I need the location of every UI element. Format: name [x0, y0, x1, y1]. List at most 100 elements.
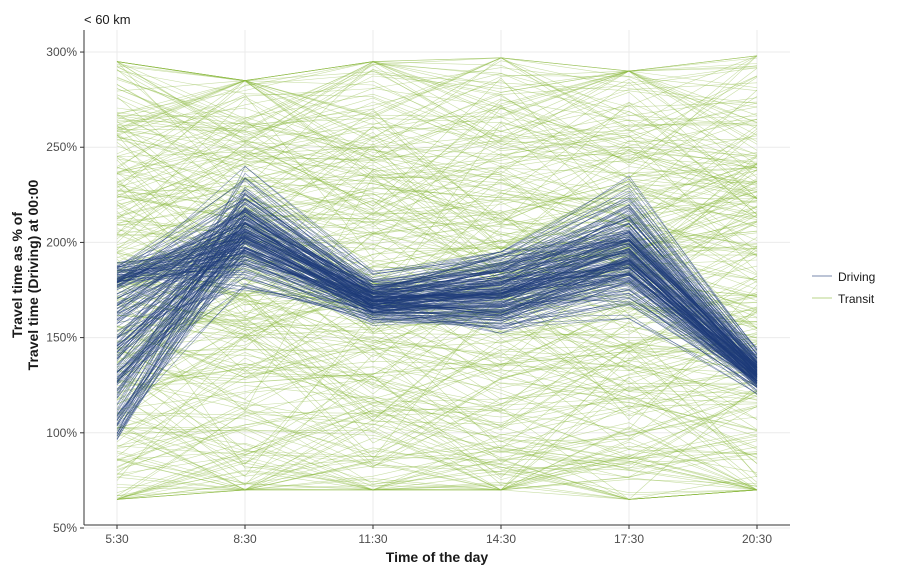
transit-line [116, 440, 758, 491]
driving-line [116, 229, 758, 375]
transit-line [116, 255, 758, 336]
y-tick-label: 300% [46, 45, 77, 59]
transit-line [116, 475, 758, 500]
transit-line [116, 287, 758, 362]
transit-line [116, 363, 758, 452]
transit-line [116, 397, 758, 460]
transit-line [116, 57, 758, 126]
transit-line [116, 61, 758, 145]
driving-line [116, 236, 758, 368]
transit-line [116, 275, 758, 416]
transit-line [116, 80, 758, 176]
transit-line [116, 61, 758, 143]
transit-line [116, 354, 758, 486]
transit-line [116, 411, 758, 500]
transit-line [116, 112, 758, 168]
transit-line [116, 80, 758, 181]
transit-line [116, 65, 758, 138]
legend: Driving Transit [812, 270, 875, 306]
transit-line [116, 55, 758, 129]
transit-line [116, 96, 758, 162]
transit-line [116, 130, 758, 237]
transit-line [116, 61, 758, 130]
y-axis-title-line2: Travel time (Driving) at 00:00 [25, 179, 41, 370]
transit-line [116, 442, 758, 491]
transit-line [116, 429, 758, 500]
transit-line [116, 331, 758, 390]
y-tick-label: 250% [46, 140, 77, 154]
transit-line [116, 57, 758, 143]
transit-line [116, 61, 758, 166]
transit-line [116, 57, 758, 207]
transit-line [116, 61, 758, 133]
transit-line [116, 289, 758, 373]
transit-line [116, 342, 758, 442]
transit-line [116, 306, 758, 394]
transit-line [116, 300, 758, 378]
x-tick-label: 11:30 [358, 532, 387, 546]
transit-line [116, 410, 758, 500]
driving-series [116, 165, 758, 441]
driving-line [116, 202, 758, 368]
transit-line [116, 66, 758, 163]
transit-line [116, 267, 758, 385]
transit-line [116, 311, 758, 464]
transit-line [116, 404, 758, 491]
x-tick-label: 8:30 [233, 532, 257, 546]
transit-line [116, 113, 758, 211]
transit-line [116, 55, 758, 114]
transit-line [116, 67, 758, 166]
transit-line [116, 151, 758, 216]
transit-line [116, 178, 758, 226]
transit-line [116, 368, 758, 468]
transit-line [116, 373, 758, 475]
transit-line [116, 61, 758, 200]
transit-line [116, 363, 758, 437]
transit-line [116, 309, 758, 421]
transit-line [116, 450, 758, 500]
transit-line [116, 141, 758, 245]
transit-line [116, 68, 758, 178]
transit-line [116, 182, 758, 283]
transit-line [116, 186, 758, 327]
transit-line [116, 352, 758, 491]
driving-line [116, 269, 758, 381]
driving-line [116, 236, 758, 368]
transit-line [116, 94, 758, 260]
transit-line [116, 346, 758, 438]
transit-line [116, 484, 758, 500]
transit-line [116, 377, 758, 491]
driving-line [116, 216, 758, 437]
transit-line [116, 73, 758, 133]
x-tick-label: 5:30 [105, 532, 129, 546]
transit-line [116, 134, 758, 287]
driving-line [116, 258, 758, 374]
transit-line [116, 423, 758, 496]
driving-line [116, 178, 758, 351]
transit-line [116, 134, 758, 273]
x-tick-label: 14:30 [486, 532, 516, 546]
transit-line [116, 401, 758, 456]
transit-line [116, 336, 758, 380]
transit-line [116, 122, 758, 166]
transit-line [116, 140, 758, 240]
driving-line [116, 266, 758, 379]
transit-line [116, 337, 758, 478]
driving-line [116, 194, 758, 352]
transit-line [116, 146, 758, 253]
transit-line [116, 57, 758, 159]
transit-line [116, 373, 758, 491]
transit-line [116, 188, 758, 263]
driving-line [116, 260, 758, 388]
axes [83, 30, 790, 526]
transit-line [116, 362, 758, 454]
transit-line [116, 183, 758, 253]
transit-line [116, 61, 758, 168]
transit-line [116, 320, 758, 478]
transit-line [116, 456, 758, 500]
driving-line [116, 223, 758, 367]
driving-line [116, 251, 758, 383]
driving-line [116, 241, 758, 387]
transit-line [116, 198, 758, 279]
transit-line [116, 306, 758, 418]
